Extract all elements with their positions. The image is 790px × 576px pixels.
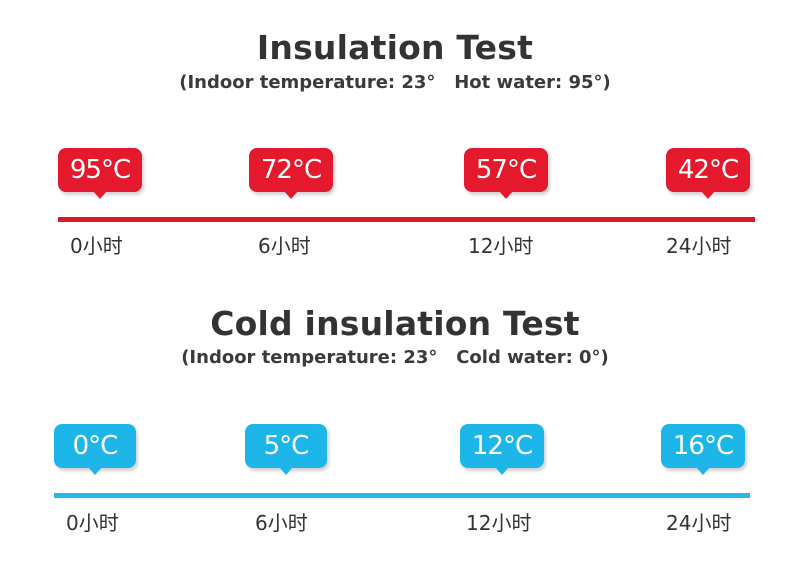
timeline-bar [58,217,755,222]
cold-insulation-test-title: Cold insulation Test [210,304,580,343]
timeline-bar [54,493,750,498]
time-label-24h: 24小时 [666,234,732,258]
time-label-0h: 0小时 [66,511,119,535]
temperature-bubble-6h: 5°C [245,424,327,475]
temperature-bubble-12h: 57°C [464,148,548,199]
temperature-bubble-24h: 16°C [661,424,745,475]
temperature-bubble-0h: 0°C [54,424,136,475]
insulation-test-section: Insulation Test (Indoor temperature: 23°… [58,28,755,258]
time-label-6h: 6小时 [255,511,308,535]
insulation-test-subtitle: (Indoor temperature: 23° Hot water: 95°) [179,72,611,93]
time-label-24h: 24小时 [666,511,732,535]
cold-insulation-test-section: Cold insulation Test (Indoor temperature… [0,290,790,576]
temperature-bubble-6h: 72°C [249,148,333,199]
time-label-6h: 6小时 [258,234,311,258]
temperature-bubble-24h: 42°C [666,148,750,199]
insulation-test-title: Insulation Test [256,28,534,67]
time-label-0h: 0小时 [70,234,123,258]
cold-insulation-test-subtitle: (Indoor temperature: 23° Cold water: 0°) [181,347,609,368]
time-label-12h: 12小时 [466,511,532,535]
time-label-12h: 12小时 [468,234,534,258]
temperature-bubble-0h: 95°C [58,148,142,199]
temperature-bubble-12h: 12°C [460,424,544,475]
